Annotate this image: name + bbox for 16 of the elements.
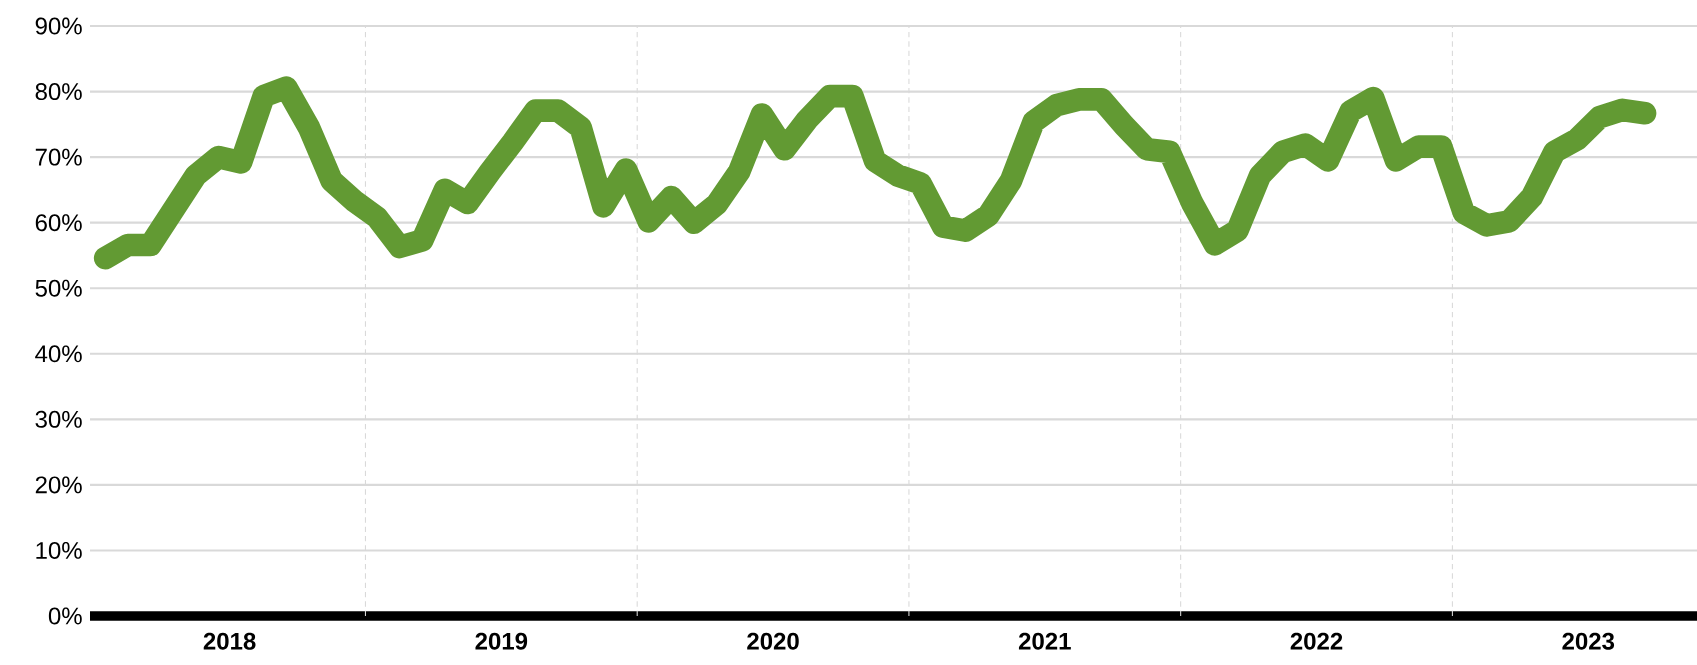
x-tick-label: 2023: [1562, 632, 1615, 650]
y-tick-label: 30%: [35, 410, 82, 428]
y-tick-label: 10%: [36, 541, 82, 559]
x-tick-label: 2020: [747, 632, 799, 650]
x-tick-label: 2018: [203, 632, 256, 650]
y-tick-label: 70%: [35, 148, 82, 166]
y-tick-label: 0%: [48, 607, 82, 625]
x-tick-label: 2022: [1290, 632, 1343, 650]
y-tick-label: 90%: [35, 17, 82, 35]
y-tick-label: 60%: [35, 214, 82, 232]
y-tick-label: 50%: [35, 279, 82, 297]
y-tick-label: 80%: [35, 83, 82, 101]
y-tick-label: 20%: [35, 476, 82, 494]
x-tick-label: 2019: [475, 632, 528, 650]
y-tick-label: 40%: [35, 345, 82, 363]
x-tick-label: 2021: [1018, 632, 1071, 650]
